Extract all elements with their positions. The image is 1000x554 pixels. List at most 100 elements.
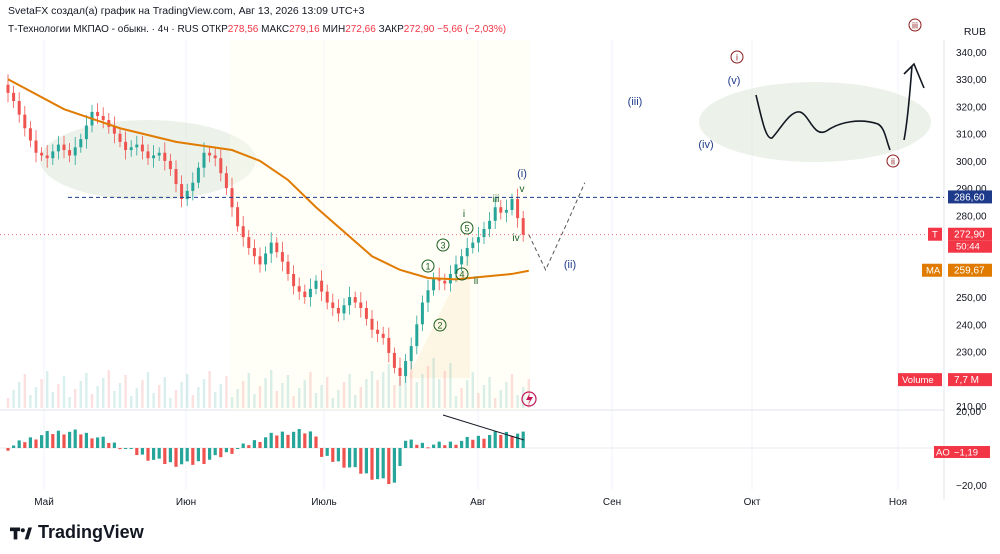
candle-body: [28, 128, 32, 141]
candle-body: [40, 152, 44, 156]
badge-label-box: [922, 263, 942, 277]
session-tint: [230, 40, 530, 410]
volume-bar: [303, 380, 306, 408]
low-label: МИН: [322, 24, 346, 35]
wave-red-iii-circle: [908, 18, 922, 32]
candle-body: [303, 291, 307, 298]
price-tick-label: 330,00: [956, 75, 987, 86]
volume-bar: [415, 382, 418, 408]
volume-bar: [146, 372, 150, 408]
candle-body: [146, 151, 150, 159]
ao-bar: [331, 448, 335, 462]
volume-bar: [208, 371, 211, 408]
ao-bar: [460, 440, 464, 448]
wave-circled-3-circle: [436, 238, 450, 252]
candle-body: [17, 101, 21, 115]
volume-bar: [225, 376, 228, 408]
wave-label-blue-i: (i): [517, 168, 527, 180]
low-value: 272,66: [345, 24, 376, 35]
symbol-name[interactable]: Т-Технологии МКПАО - обыкн. · 4ч · RUS: [8, 24, 199, 35]
volume-bar: [186, 374, 189, 408]
volume-bar: [438, 379, 441, 408]
volume-bar: [449, 363, 452, 408]
ao-bar: [73, 429, 77, 448]
ao-bar: [499, 434, 503, 448]
price-tick-label: 280,00: [956, 211, 987, 222]
ao-bar: [454, 444, 458, 448]
ao-bar: [286, 434, 290, 448]
ao-bar: [112, 442, 116, 448]
volume-bar: [174, 390, 178, 408]
price-tick-label: 210,00: [956, 402, 987, 413]
volume-bar: [376, 380, 379, 408]
volume-bar: [359, 387, 362, 408]
ao-bar: [376, 448, 380, 480]
ao-bar: [135, 448, 139, 456]
ao-bar: [168, 448, 172, 463]
candle-body: [280, 252, 284, 262]
month-tick-label: Авг: [470, 497, 486, 508]
candle-body: [45, 155, 49, 159]
candle-body: [101, 115, 105, 121]
volume-bar: [141, 380, 144, 408]
volume-bar: [163, 377, 166, 408]
candle-body: [196, 167, 200, 183]
wave-label-green-ii: ii: [474, 276, 478, 287]
candle-body: [381, 333, 385, 338]
candle-body: [208, 152, 212, 156]
volume-bar: [191, 395, 194, 408]
volume-bar: [443, 371, 446, 408]
wave-circled-5-circle: [460, 221, 474, 235]
wave-label-blue-ii: (ii): [564, 259, 576, 271]
ao-bar: [404, 440, 408, 448]
tradingview-logo-icon: [10, 527, 32, 539]
ao-bar: [219, 448, 223, 458]
volume-bar: [152, 393, 155, 408]
ao-bar: [292, 431, 296, 448]
volume-bar: [34, 387, 38, 408]
volume-bar: [230, 397, 234, 408]
candle-body: [353, 297, 357, 303]
ao-bar: [174, 448, 178, 467]
high-label: МАКС: [261, 24, 290, 35]
volume-bar: [460, 388, 463, 408]
volume-bar: [118, 383, 122, 408]
candle-body: [331, 302, 335, 308]
candle-body: [376, 329, 380, 334]
volume-bar: [522, 387, 525, 408]
candle-body: [202, 152, 206, 168]
price-badge-value: 286,60: [954, 192, 985, 203]
ao-bar: [314, 436, 318, 448]
change-value: −5,66 (−2,03%): [437, 24, 507, 35]
ao-bar: [381, 448, 385, 479]
candle-body: [191, 182, 195, 191]
price-timer-text: 50:44: [956, 242, 980, 253]
price-tick-label: 300,00: [956, 157, 987, 168]
volume-bar: [281, 383, 284, 408]
candle-body: [135, 144, 139, 148]
ao-bar: [269, 432, 273, 448]
ao-bar: [224, 448, 228, 453]
ao-bar: [325, 448, 329, 456]
ao-bar: [415, 444, 419, 448]
candle-body: [482, 229, 486, 238]
candle-body: [124, 141, 128, 151]
candle-body: [252, 248, 256, 257]
ao-bar: [124, 448, 128, 449]
price-tick-label: 240,00: [956, 320, 987, 331]
badge-label-box: [898, 373, 942, 387]
ao-bar: [387, 448, 391, 485]
ao-bar: [448, 441, 452, 448]
volume-bar: [12, 390, 15, 408]
wave-circled-2-circle: [433, 318, 447, 332]
candle-body: [364, 307, 368, 319]
ao-bar: [432, 444, 436, 448]
volume-bar: [270, 370, 273, 408]
volume-bar: [309, 372, 312, 408]
candle-body: [359, 302, 363, 308]
volume-bar: [74, 389, 77, 408]
candle-body: [493, 207, 497, 221]
wave-red-i: i: [736, 53, 738, 63]
volume-bar: [432, 358, 435, 408]
